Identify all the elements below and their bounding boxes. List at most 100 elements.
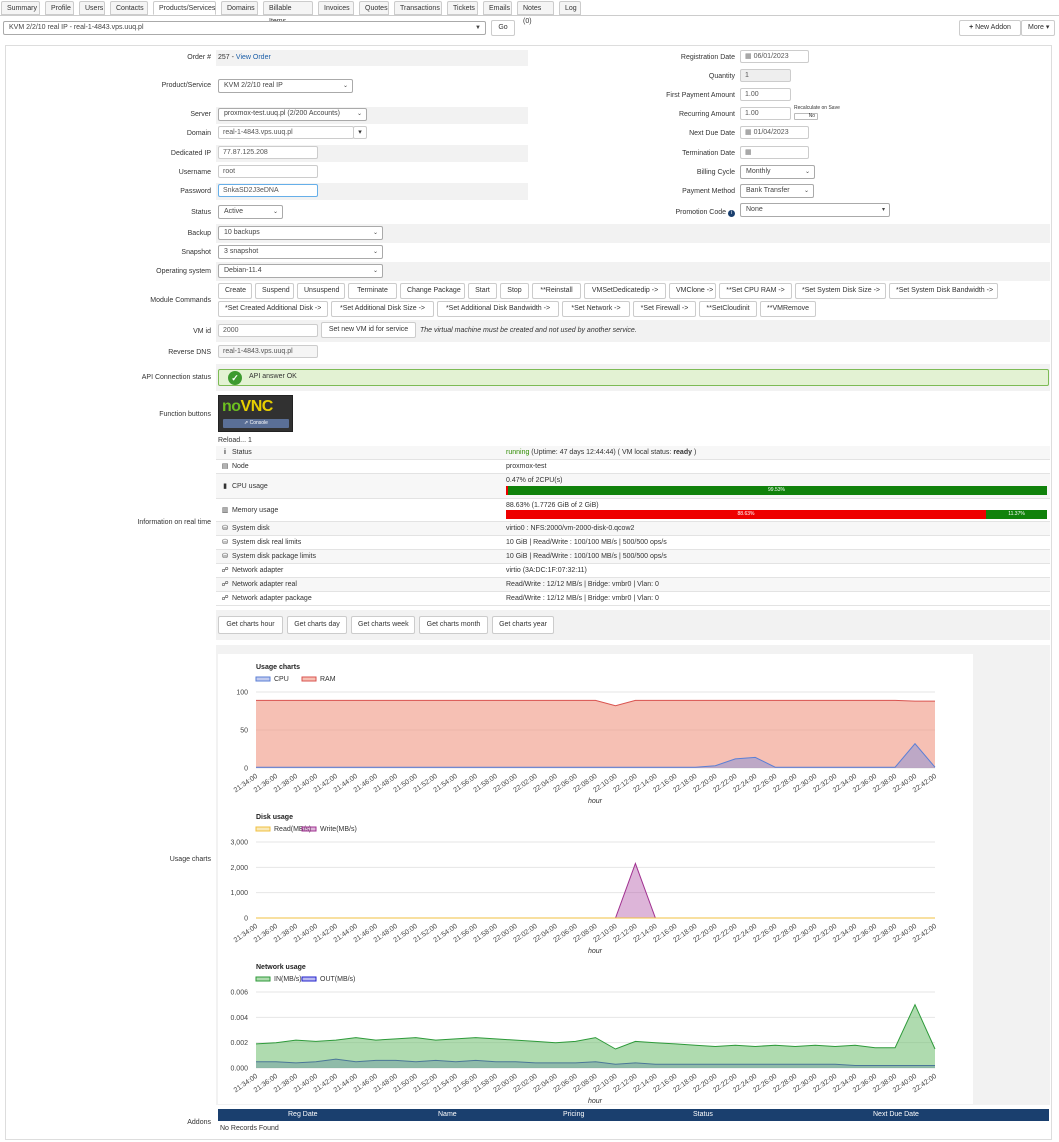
cpu-bar: 99.53% <box>506 486 1047 495</box>
novnc-button[interactable]: noVNC ⇗ Console <box>218 395 293 432</box>
info-icon: i <box>224 449 226 456</box>
addons-col-name[interactable]: Name <box>438 1111 457 1118</box>
disk-limit-icon: ⛁ <box>222 539 228 546</box>
get-charts-hour-button[interactable]: Get charts hour <box>218 616 283 634</box>
module-command-set-additional-disk-bandwidth-button[interactable]: *Set Additional Disk Bandwidth -> <box>437 301 559 317</box>
new-addon-button[interactable]: + New Addon <box>959 20 1021 36</box>
more-button[interactable]: More ▾ <box>1021 20 1055 36</box>
payment-method-select[interactable]: Bank Transfer ⌄ <box>740 184 814 198</box>
promotion-code-select[interactable]: None ▾ <box>740 203 890 217</box>
addons-col-reg-date[interactable]: Reg Date <box>288 1111 318 1118</box>
vm-id-note: The virtual machine must be created and … <box>420 327 637 334</box>
get-charts-week-button[interactable]: Get charts week <box>351 616 415 634</box>
tab-emails[interactable]: Emails <box>483 1 512 15</box>
tab-domains[interactable]: Domains <box>221 1 258 15</box>
addons-col-pricing[interactable]: Pricing <box>563 1111 585 1118</box>
get-charts-year-button[interactable]: Get charts year <box>492 616 554 634</box>
module-command-vmremove-button[interactable]: **VMRemove <box>760 301 816 317</box>
snapshot-select[interactable]: 3 snapshot ⌄ <box>218 245 383 259</box>
dedicated-ip-input[interactable]: 77.87.125.208 <box>218 146 318 159</box>
operating-system-select[interactable]: Debian-11.4 ⌄ <box>218 264 383 278</box>
tab-quotes[interactable]: Quotes <box>359 1 389 15</box>
first-payment-input[interactable]: 1.00 <box>740 88 791 101</box>
legend-swatch <box>255 976 271 982</box>
legend-label: RAM <box>320 676 336 683</box>
status-label: Status <box>191 209 211 216</box>
dedicated-ip-label: Dedicated IP <box>170 150 211 157</box>
recalculate-toggle[interactable]: No <box>794 113 818 120</box>
server-select[interactable]: proxmox-test.uuq.pl (2/200 Accounts) ⌄ <box>218 108 367 121</box>
get-charts-month-button[interactable]: Get charts month <box>419 616 488 634</box>
y-tick-label: 0 <box>244 766 248 773</box>
module-command-create-button[interactable]: Create <box>218 283 252 299</box>
tab-profile[interactable]: Profile <box>45 1 74 15</box>
module-command-stop-button[interactable]: Stop <box>500 283 529 299</box>
get-charts-day-button[interactable]: Get charts day <box>287 616 347 634</box>
module-command-reinstall-button[interactable]: **Reinstall <box>532 283 581 299</box>
tab-contacts[interactable]: Contacts <box>110 1 148 15</box>
tab-notes-0[interactable]: Notes (0) <box>517 1 554 25</box>
module-command-vmclone-button[interactable]: VMClone -> <box>669 283 716 299</box>
module-command-setcloudinit-button[interactable]: **SetCloudinit <box>699 301 757 317</box>
memory-bar-free-label: 11.37% <box>1008 511 1025 517</box>
cpu-icon: ▮ <box>223 483 227 490</box>
password-input[interactable]: SnkaSD2J3eDNA <box>218 184 318 197</box>
addons-empty-message: No Records Found <box>220 1125 279 1132</box>
module-command-suspend-button[interactable]: Suspend <box>255 283 294 299</box>
service-select[interactable]: KVM 2/2/10 real IP - real-1-4843.vps.uuq… <box>3 21 486 35</box>
module-command-set-system-disk-size-button[interactable]: *Set System Disk Size -> <box>795 283 886 299</box>
module-command-start-button[interactable]: Start <box>468 283 497 299</box>
username-input[interactable]: root <box>218 165 318 178</box>
set-vm-id-button[interactable]: Set new VM id for service <box>321 322 416 338</box>
module-command-set-firewall-button[interactable]: *Set Firewall -> <box>633 301 696 317</box>
next-due-date-input[interactable]: ▦ 01/04/2023 <box>740 126 809 139</box>
termination-date-input[interactable]: ▦ <box>740 146 809 159</box>
domain-dropdown-button[interactable]: ▾ <box>353 126 367 139</box>
module-command-set-cpu-ram-button[interactable]: **Set CPU RAM -> <box>719 283 792 299</box>
username-label: Username <box>178 169 211 176</box>
next-due-date-label: Next Due Date <box>689 130 735 137</box>
domain-input[interactable]: real-1-4843.vps.uuq.pl <box>218 126 354 139</box>
vm-id-input[interactable]: 2000 <box>218 324 318 337</box>
backup-label: Backup <box>187 230 211 237</box>
recurring-amount-input[interactable]: 1.00 <box>740 107 791 120</box>
console-button[interactable]: ⇗ Console <box>223 419 289 428</box>
tab-billable-items[interactable]: Billable Items <box>263 1 313 25</box>
reverse-dns-input[interactable]: real-1-4843.vps.uuq.pl <box>218 345 318 358</box>
rt-cpu-row: ▮ CPU usage 0.47% of 2CPU(s) 99.53% <box>216 474 1050 499</box>
go-button[interactable]: Go <box>491 20 515 36</box>
x-axis-label: hour <box>588 948 603 955</box>
view-order-link[interactable]: View Order <box>235 54 271 61</box>
module-command-set-created-additional-disk-button[interactable]: *Set Created Additional Disk -> <box>218 301 328 317</box>
module-command-set-additional-disk-size-button[interactable]: *Set Additional Disk Size -> <box>331 301 434 317</box>
server-label: Server <box>190 111 211 118</box>
rt-disk-row: ⛁ System disk virtio0 : NFS:2000/vm-2000-… <box>216 522 1050 536</box>
tab-users[interactable]: Users <box>79 1 105 15</box>
status-select[interactable]: Active ⌄ <box>218 205 283 219</box>
tab-invoices[interactable]: Invoices <box>318 1 354 15</box>
y-tick-label: 2,000 <box>230 865 248 872</box>
tab-products-services[interactable]: Products/Services <box>153 1 216 15</box>
registration-date-input[interactable]: ▦ 06/01/2023 <box>740 50 809 63</box>
tab-summary[interactable]: Summary <box>1 1 40 15</box>
network-icon: ☍ <box>221 567 229 574</box>
module-command-unsuspend-button[interactable]: Unsuspend <box>297 283 345 299</box>
addons-col-next-due-date[interactable]: Next Due Date <box>873 1111 919 1118</box>
module-command-set-system-disk-bandwidth-button[interactable]: *Set System Disk Bandwidth -> <box>889 283 998 299</box>
product-select[interactable]: KVM 2/2/10 real IP ⌄ <box>218 79 353 93</box>
termination-date-label: Termination Date <box>682 150 735 157</box>
tab-tickets[interactable]: Tickets <box>447 1 478 15</box>
function-buttons-label: Function buttons <box>159 411 211 418</box>
addons-col-status[interactable]: Status <box>693 1111 713 1118</box>
tab-log[interactable]: Log <box>559 1 581 15</box>
billing-cycle-select[interactable]: Monthly ⌄ <box>740 165 815 179</box>
module-command-set-network-button[interactable]: *Set Network -> <box>562 301 630 317</box>
backup-select[interactable]: 10 backups ⌄ <box>218 226 383 240</box>
tab-transactions[interactable]: Transactions <box>394 1 442 15</box>
rt-network-real-row: ☍ Network adapter real Read/Write : 12/12… <box>216 578 1050 592</box>
module-command-vmsetdedicatedip-button[interactable]: VMSetDedicatedip -> <box>584 283 666 299</box>
quantity-input[interactable]: 1 <box>740 69 791 82</box>
module-command-terminate-button[interactable]: Terminate <box>348 283 397 299</box>
module-command-change-package-button[interactable]: Change Package <box>400 283 465 299</box>
x-axis-label: hour <box>588 1098 603 1104</box>
